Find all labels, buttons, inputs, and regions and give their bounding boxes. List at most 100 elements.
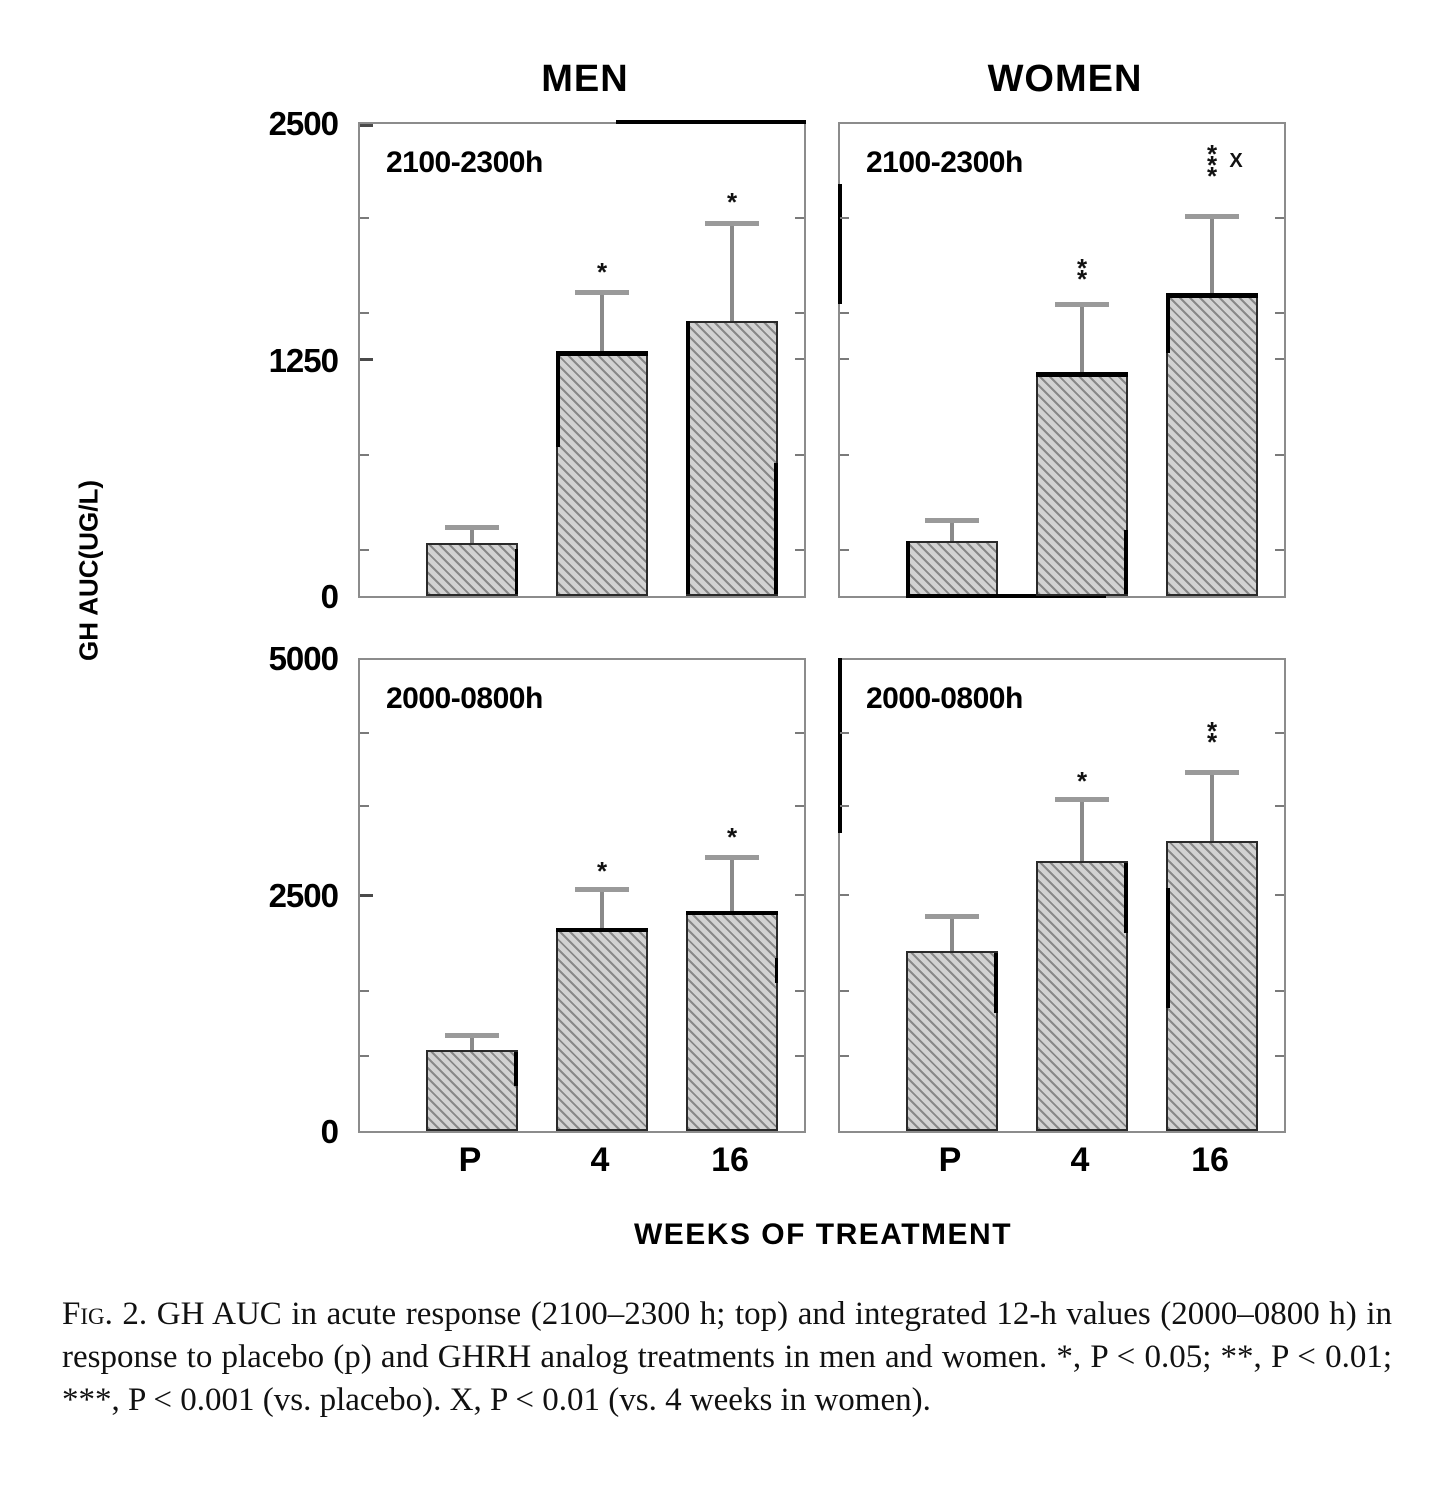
significance-men-top-4: * [572,257,632,287]
error-cap-men-top-4 [575,290,629,295]
ytick [1275,894,1284,896]
ytick [840,1055,849,1057]
y-tick-label-top-2500: 2500 [268,105,339,142]
bar-edge-shadow [775,958,778,983]
error-cap-women-top-p [925,518,979,523]
error-cap-men-top-p [445,525,499,530]
bar-edge-shadow [556,351,560,447]
plot-area-men-bottom: * * [360,660,804,1131]
ytick [795,990,804,992]
caption-label: Fig. 2. [62,1296,148,1332]
ytick [360,990,369,992]
panel-men-2100-2300: 2100-2300h [358,120,806,598]
ytick [1275,454,1284,456]
bar-men-top-p [426,543,518,596]
significance-text: * * [1052,255,1112,294]
panel-women-2000-0800: 2000-0800h * [838,658,1286,1133]
x-tick-label-women-16: 16 [1191,1141,1229,1179]
asterisk-glyph: * [1206,716,1218,746]
bar-men-bottom-4 [556,928,648,1131]
ytick [795,549,804,551]
significance-women-bottom-16: * * [1182,716,1242,757]
x-tick-label-men-p: P [458,1141,482,1179]
panel-label-women-bottom: 2000-0800h [866,682,1023,715]
x-tick-label-men-4: 4 [590,1141,610,1179]
ytick [840,358,849,360]
y-tick-label-top-0: 0 [320,578,339,615]
ytick [795,894,804,896]
bar-top-edge [1036,372,1128,377]
asterisk-glyph: * [1206,150,1218,180]
error-bar-men-bottom-p [470,1038,474,1050]
ytick [1275,990,1284,992]
significance-men-bottom-16: * [702,822,762,852]
bar-women-bottom-16 [1166,841,1258,1131]
error-cap-men-bottom-4 [575,887,629,892]
error-cap-men-top-16 [705,221,759,226]
ytick [360,312,369,314]
ytick [360,124,373,127]
error-cap-women-top-16 [1185,214,1239,219]
error-bar-women-top-16 [1210,219,1214,293]
significance-text: * [726,822,738,852]
error-cap-women-bottom-4 [1055,797,1109,802]
significance-text: * [1076,766,1088,796]
plot-area-men-top: * * [360,124,804,596]
error-cap-men-bottom-p [445,1033,499,1038]
column-title-men: MEN [541,58,629,100]
bar-edge-shadow [686,321,690,594]
bar-women-bottom-p [906,951,998,1131]
plot-area-women-bottom: * * * [840,660,1284,1131]
asterisk-glyph: * [1206,161,1218,191]
ytick [840,805,849,807]
bar-women-bottom-4 [1036,861,1128,1131]
ytick [1275,732,1284,734]
panel-label-women-top: 2100-2300h [866,146,1023,179]
ytick [360,1055,369,1057]
ytick [840,894,849,896]
error-bar-men-top-16 [730,226,734,321]
x-tick-label-men-16: 16 [711,1141,749,1179]
bar-edge-shadow [514,1052,518,1086]
error-bar-men-top-p [470,530,474,543]
asterisk-glyph: * [1206,139,1218,169]
bar-base-shadow [906,594,1106,598]
ytick [1275,1055,1284,1057]
bar-edge-shadow [515,549,518,594]
bar-edge-shadow [1166,888,1170,1008]
y-axis-title: GH AUC(UG/L) [73,480,104,662]
y-tick-label-top-1250: 1250 [268,342,339,379]
asterisk-glyph: * [1206,727,1218,757]
error-bar-women-top-p [950,523,954,541]
x-axis-title: WEEKS OF TREATMENT [633,1218,1013,1251]
ytick [1275,217,1284,219]
bar-women-top-p [906,541,1106,598]
y-tick-label-bottom-2500: 2500 [268,877,339,914]
significance-text: * * [1182,716,1242,757]
asterisk-glyph: * [1076,264,1088,294]
ytick [795,358,804,360]
x-marker: X [1229,150,1243,172]
plot-area-women-top: * * * * * X [840,124,1284,598]
panel-men-2000-0800: 2000-0800h * [358,658,806,1133]
significance-men-top-16: * [702,189,762,215]
ytick [840,549,849,551]
ytick [795,454,804,456]
error-bar-men-top-4 [600,295,604,351]
significance-text: * [596,257,608,287]
bar-edge-shadow [994,953,998,1013]
bar-edge-shadow [1166,293,1170,353]
error-cap-women-top-4 [1055,302,1109,307]
error-bar-women-bottom-16 [1210,775,1214,841]
ytick [840,312,849,314]
ytick [360,549,369,551]
error-bar-men-bottom-4 [600,892,604,928]
caption-text: GH AUC in acute response (2100–2300 h; t… [62,1296,1393,1418]
bar-top-edge [1166,293,1258,298]
ytick [795,805,804,807]
ytick [360,894,373,897]
bar-women-top-4 [1036,372,1128,596]
ytick [840,217,849,219]
significance-text: * * * [1182,139,1242,191]
